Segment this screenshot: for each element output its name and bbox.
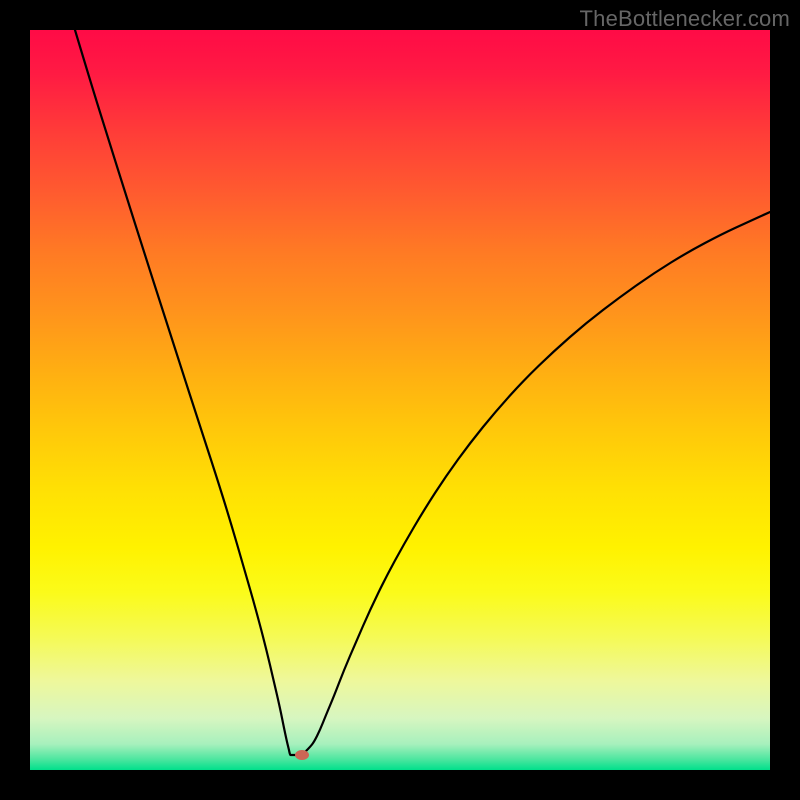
plot-background [30,30,770,770]
plot-area [30,30,770,770]
watermark-text: TheBottlenecker.com [580,6,790,32]
chart-frame: TheBottlenecker.com [0,0,800,800]
bottleneck-curve-chart [30,30,770,770]
optimum-marker [295,750,309,760]
